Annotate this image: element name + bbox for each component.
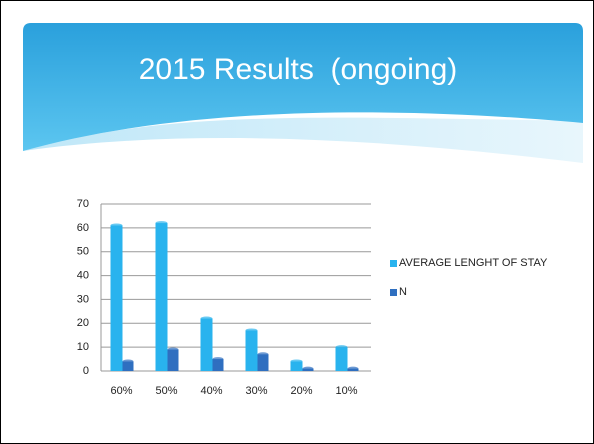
legend-item: N	[390, 286, 549, 299]
bar	[212, 359, 224, 371]
bar	[122, 361, 134, 371]
x-tick-label: 60%	[110, 385, 132, 397]
bar-top	[155, 221, 168, 226]
bar-top	[245, 328, 258, 333]
bar-top	[302, 366, 314, 371]
y-tick-label: 40	[77, 269, 89, 281]
legend-label: AVERAGE LENGHT OF STAY	[399, 257, 548, 269]
x-tick-label: 40%	[200, 385, 222, 397]
bar	[245, 330, 258, 371]
bar-top	[200, 316, 213, 321]
bar	[167, 349, 179, 371]
bar-top	[110, 223, 123, 228]
bar	[155, 223, 168, 371]
y-tick-label: 30	[77, 293, 89, 305]
bar	[290, 361, 303, 371]
bar	[110, 225, 123, 371]
bar	[200, 318, 213, 371]
bar-top	[290, 359, 303, 364]
bar	[335, 347, 348, 371]
bar-top	[257, 352, 269, 357]
x-tick-label: 30%	[245, 385, 267, 397]
chart-title: 2015 Results (ongoing)	[139, 53, 458, 86]
y-tick-label: 10	[77, 341, 89, 353]
bar-top	[347, 366, 359, 371]
y-tick-label: 50	[77, 246, 89, 258]
x-tick-label: 20%	[290, 385, 312, 397]
bar-top	[122, 359, 134, 364]
legend-item: AVERAGE LENGHT OF STAY	[390, 257, 549, 270]
x-tick-label: 10%	[335, 385, 357, 397]
y-tick-label: 0	[83, 365, 89, 377]
banner	[23, 23, 583, 151]
y-tick-label: 70	[77, 198, 89, 210]
y-tick-label: 20	[77, 317, 89, 329]
x-tick-label: 50%	[155, 385, 177, 397]
banner-wave	[23, 117, 583, 163]
legend-swatch	[390, 260, 397, 267]
bar-top	[212, 357, 224, 362]
y-tick-label: 60	[77, 222, 89, 234]
bar-top	[335, 345, 348, 350]
legend-swatch	[390, 289, 397, 296]
bar-top	[167, 347, 179, 352]
legend-label: N	[399, 286, 407, 298]
bar	[257, 354, 269, 371]
